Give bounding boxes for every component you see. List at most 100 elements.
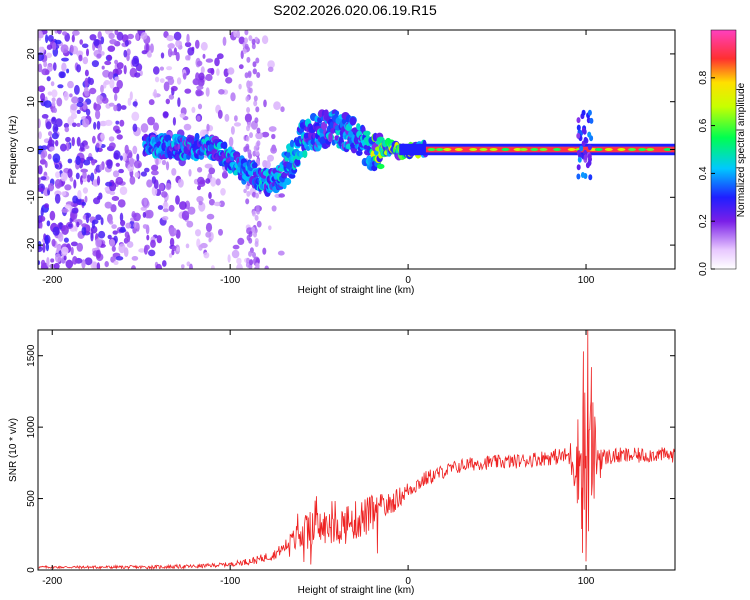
spectrogram-noise-cell (71, 34, 75, 43)
spectrogram-noise-cell (191, 106, 196, 113)
spectrogram-noise-cell (86, 156, 94, 161)
spectrogram-noise-cell (96, 53, 102, 59)
spectrogram-noise-cell (112, 230, 118, 235)
spectrogram-noise-cell (49, 136, 53, 146)
spectrogram-noise-cell (83, 159, 91, 166)
spectrogram-signal-cell (349, 116, 357, 126)
spectrogram-noise-cell (140, 123, 149, 133)
spectrogram-noise-cell (278, 193, 286, 198)
spectrogram-noise-cell (107, 54, 112, 60)
spectrogram-noise-cell (95, 214, 102, 221)
spectrogram-noise-cell (253, 231, 257, 238)
spectrogram-noise-cell (118, 228, 127, 233)
spectrogram-noise-cell (175, 195, 180, 205)
spectrogram-noise-cell (146, 179, 153, 188)
spectrogram-noise-cell (249, 259, 253, 266)
spectrogram-noise-cell (255, 257, 260, 264)
spectrogram-noise-cell (149, 43, 154, 53)
spectrogram-noise-cell (172, 117, 176, 126)
spectrogram-noise-cell (248, 250, 253, 257)
spectrogram-noise-cell (160, 52, 165, 59)
spectrogram-noise-cell (60, 44, 69, 54)
spectrogram-noise-cell (84, 91, 90, 97)
spectrogram-band-cell (513, 148, 522, 151)
spectrogram-noise-cell (242, 48, 247, 54)
spectrogram-noise-cell (111, 245, 116, 252)
spectrogram-noise-cell (238, 36, 245, 45)
spectrogram-noise-cell (262, 247, 267, 255)
spectrogram-noise-cell (60, 172, 68, 182)
spectrogram-signal-cell (363, 130, 371, 136)
spectrogram-noise-cell (234, 115, 238, 122)
spectrogram-noise-cell (170, 85, 178, 92)
spectrogram-noise-cell (167, 47, 173, 58)
spectrogram-noise-cell (38, 118, 41, 129)
spectrogram-noise-cell (114, 30, 119, 36)
spectrogram-noise-cell (230, 125, 235, 135)
spectrogram-noise-cell (247, 149, 252, 156)
spectrogram-y-tick-label: -10 (26, 190, 37, 205)
spectrogram-noise-cell (136, 153, 140, 162)
spectrogram-noise-cell (114, 76, 120, 81)
spectrogram-noise-cell (277, 250, 285, 256)
spectrogram-noise-cell (244, 113, 252, 123)
spectrogram-noise-cell (165, 161, 170, 171)
spectrogram-noise-cell (232, 244, 240, 250)
spectrogram-noise-cell (196, 196, 204, 203)
spectrogram-x-tick-label: 100 (578, 275, 595, 286)
spectrogram-noise-cell (44, 203, 49, 209)
spectrogram-noise-cell (256, 140, 261, 147)
spectrogram-noise-cell (142, 224, 148, 229)
spectrogram-signal-cell (330, 127, 336, 134)
spectrogram-noise-cell (162, 260, 167, 267)
spectrogram-noise-cell (176, 77, 182, 85)
spectrogram-signal-cell (589, 117, 594, 124)
spectrogram-noise-cell (255, 192, 259, 199)
spectrogram-noise-cell (81, 201, 86, 206)
spectrogram-noise-cell (205, 222, 213, 233)
snr-x-tick-label: 0 (405, 576, 411, 587)
spectrogram-noise-cell (157, 205, 164, 210)
spectrogram-noise-cell (213, 201, 222, 207)
spectrogram-noise-cell (57, 84, 64, 89)
spectrogram-noise-cell (218, 200, 225, 208)
spectrogram-noise-cell (153, 179, 159, 190)
spectrogram-noise-cell (230, 92, 236, 102)
spectrogram-noise-cell (46, 257, 50, 267)
spectrogram-noise-cell (196, 85, 204, 90)
spectrogram-noise-cell (186, 33, 190, 44)
spectrogram-noise-cell (106, 159, 113, 170)
spectrogram-noise-cell (245, 135, 250, 142)
spectrogram-noise-cell (144, 167, 150, 173)
spectrogram-noise-cell (76, 199, 82, 205)
spectrogram-noise-cell (108, 220, 114, 225)
spectrogram-noise-cell (233, 30, 237, 38)
spectrogram-noise-cell (81, 223, 88, 228)
spectrogram-noise-cell (176, 246, 181, 252)
spectrogram-noise-cell (156, 235, 162, 244)
spectrogram-noise-cell (129, 91, 133, 101)
spectrogram-noise-cell (148, 249, 156, 257)
colorbar-tick-label: 0.2 (698, 214, 709, 228)
spectrogram-noise-cell (95, 238, 102, 248)
spectrogram-noise-cell (38, 131, 42, 140)
spectrogram-noise-cell (100, 132, 105, 142)
spectrogram-noise-cell (251, 43, 256, 50)
spectrogram-noise-cell (129, 157, 135, 168)
spectrogram-noise-cell (64, 126, 70, 133)
spectrogram-noise-cell (163, 111, 169, 118)
spectrogram-noise-cell (81, 259, 86, 269)
spectrogram-signal-cell (583, 154, 588, 161)
spectrogram-noise-cell (39, 215, 46, 222)
spectrogram-x-tick-label: -100 (220, 275, 240, 286)
spectrogram-noise-cell (100, 84, 104, 94)
spectrogram-noise-cell (205, 87, 210, 97)
spectrogram-noise-cell (177, 97, 181, 108)
spectrogram-noise-cell (177, 178, 184, 188)
spectrogram-noise-cell (127, 33, 134, 40)
spectrogram-signal-cell (334, 110, 340, 116)
spectrogram-signal-cell (183, 152, 188, 161)
spectrogram-noise-cell (99, 164, 103, 172)
spectrogram-signal-cell (302, 150, 308, 158)
spectrogram-x-tick-label: -200 (42, 275, 62, 286)
